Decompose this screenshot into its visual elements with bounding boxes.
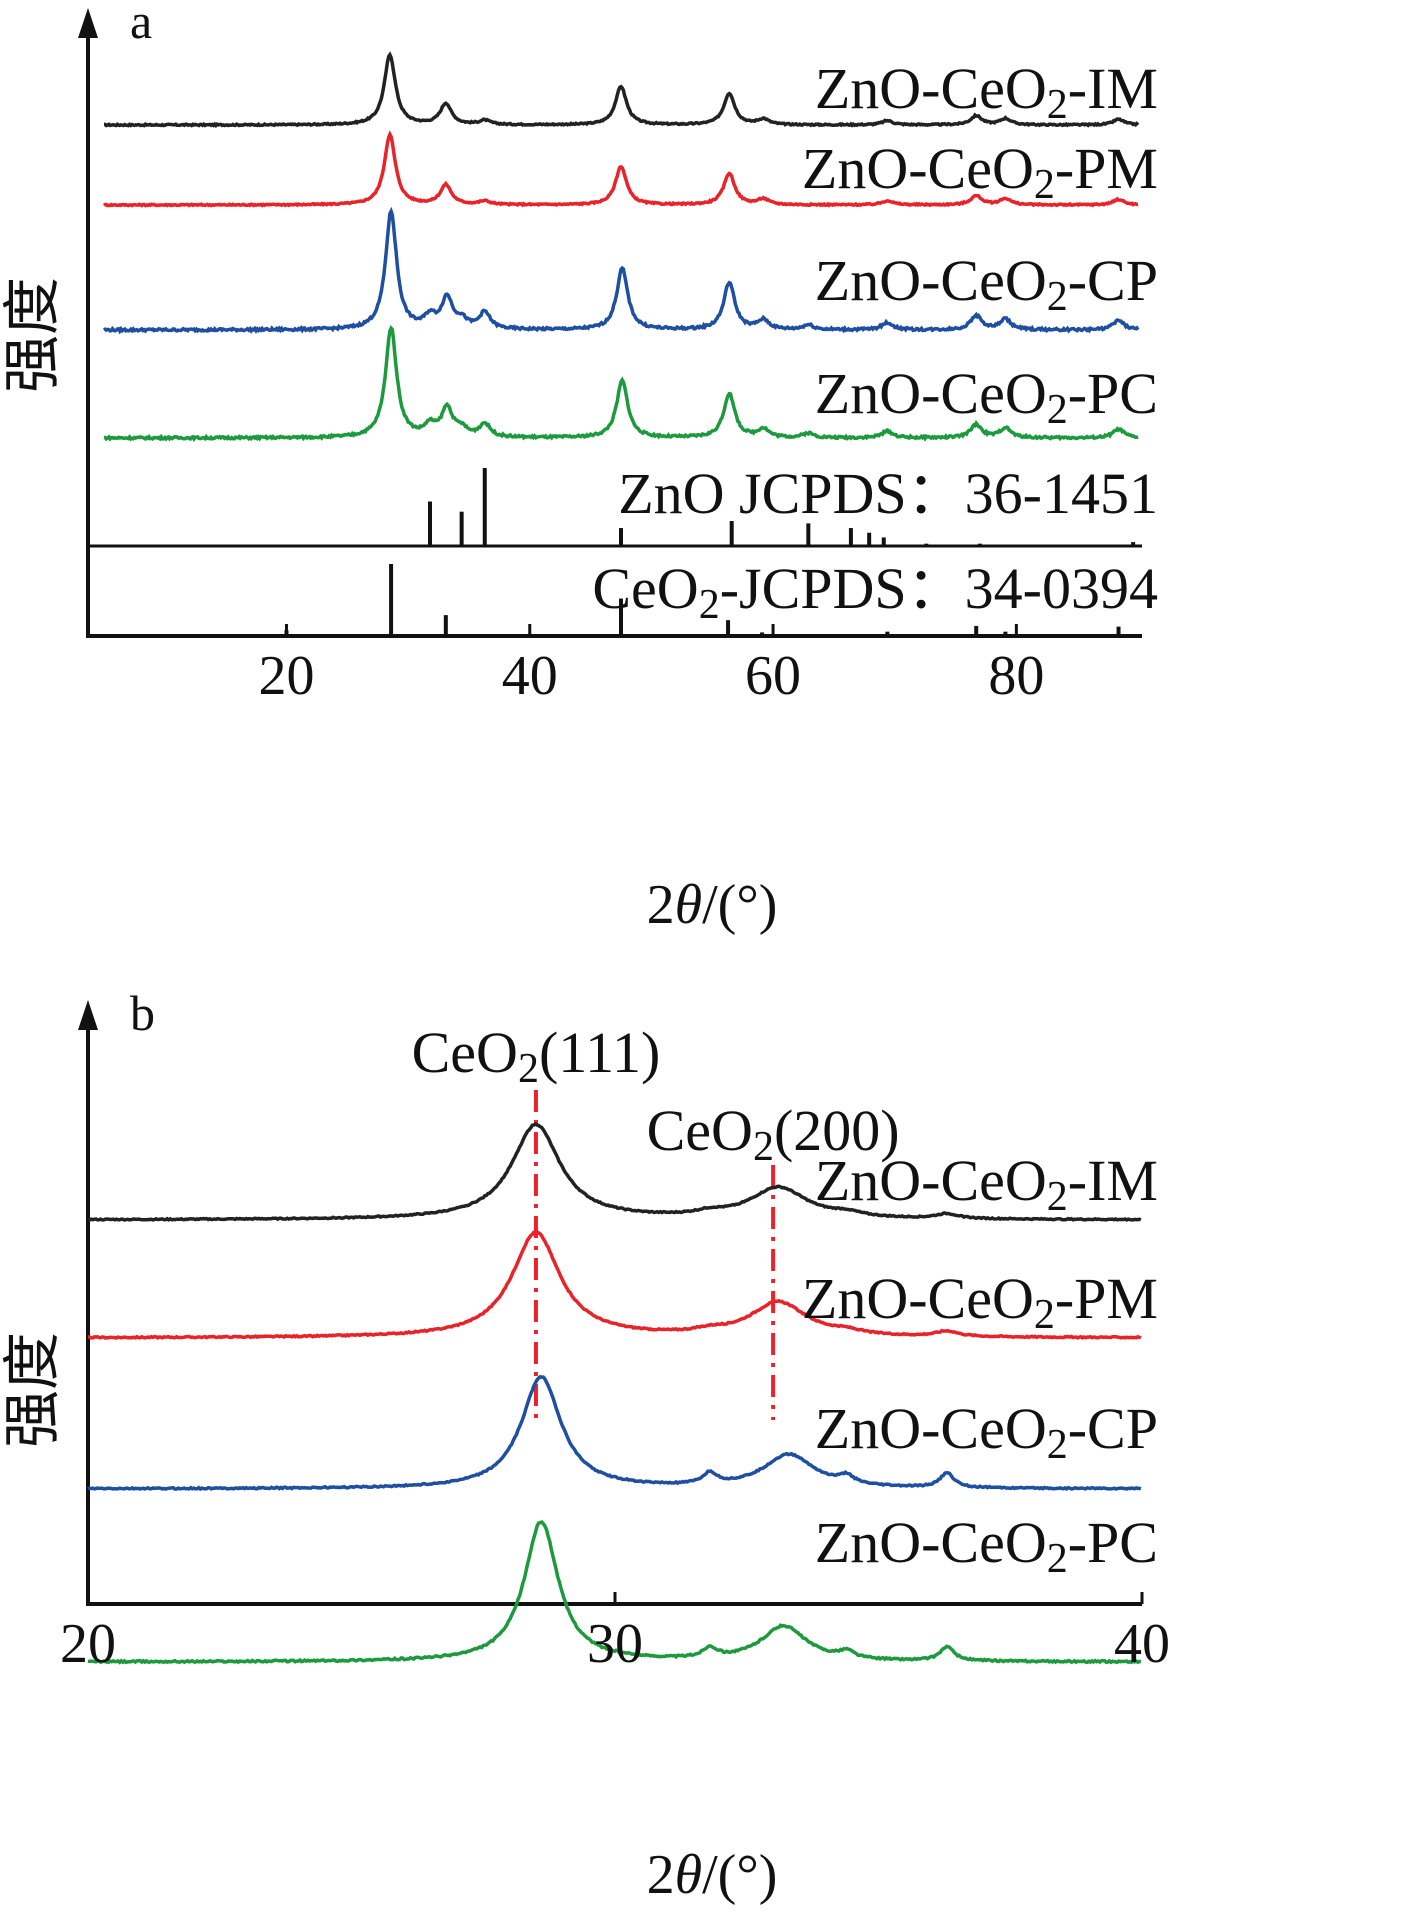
panel-b-x-ticks: 20 30 40 [60,1592,1170,1675]
x-tick-label-60: 60 [745,645,801,707]
series-label-zno-ceo2-pc: ZnO-CeO2-PC [815,361,1158,433]
panel-a-x-ticks: 20 40 60 80 [258,624,1044,707]
panel-a-reference-sticks [88,468,1142,636]
x-tick-label-40: 40 [502,645,558,707]
reference-label-ceo2: CeO2-JCPDS：34-0394 [592,556,1158,628]
reference-label-zno: ZnO JCPDS：36-1451 [618,461,1158,526]
panel-a-x-title: 2θ/(°) [647,874,778,936]
panel-b-letter: b [130,985,155,1041]
series-label-zno-ceo2-im: ZnO-CeO2-IM [815,56,1158,128]
x-tick-label-40: 40 [1114,1613,1170,1675]
panel-a-axes [78,8,1142,638]
panel-a-y-title: 强度 [0,277,65,393]
panel-b: b 20 30 40 ZnO-CeO2-IMZnO-CeO2-PMZnO-CeO2-… [0,985,1170,1906]
series-label-zno-ceo2-im: ZnO-CeO2-IM [815,1148,1158,1220]
x-tick-label-80: 80 [988,645,1044,707]
trace-zno-ceo2-pm [87,1230,1142,1340]
trace-zno-ceo2-im [104,51,1140,129]
panel-a-series-labels: ZnO-CeO2-IM ZnO-CeO2-PM ZnO-CeO2-CP ZnO-CeO… [592,56,1158,628]
trace-zno-ceo2-pm [102,130,1139,208]
series-label-zno-ceo2-cp: ZnO-CeO2-CP [815,248,1158,320]
trace-zno-ceo2-im [87,1122,1142,1223]
panel-b-y-axis-arrow [78,1000,98,1030]
series-label-zno-ceo2-pm: ZnO-CeO2-PM [802,136,1158,208]
trace-zno-ceo2-pc [87,1520,1142,1665]
x-tick-label-20: 20 [258,645,314,707]
trace-zno-ceo2-cp [102,206,1140,335]
series-label-zno-ceo2-pm: ZnO-CeO2-PM [802,1266,1158,1338]
x-tick-label-30: 30 [587,1613,643,1675]
panel-b-x-title: 2θ/(°) [647,1844,778,1906]
annotation-ceo2-200: CeO2(200) [647,1098,900,1170]
series-label-zno-ceo2-cp: ZnO-CeO2-CP [815,1396,1158,1468]
trace-zno-ceo2-pc [103,324,1139,443]
panel-a-letter: a [130,0,152,49]
panel-b-series-labels: ZnO-CeO2-IM ZnO-CeO2-PM ZnO-CeO2-CP ZnO-CeO… [802,1148,1158,1582]
x-tick-label-20: 20 [60,1613,116,1675]
panel-a: a 20 40 60 80 ZnO-CeO2-IMZnO-CeO2-PMZnO-CeO… [0,0,1158,936]
panel-a-y-axis-arrow [78,8,98,38]
panel-b-traces [87,1122,1142,1665]
panel-b-annotations: CeO2(111)CeO2(200) [412,1020,900,1170]
series-label-zno-ceo2-pc: ZnO-CeO2-PC [815,1510,1158,1582]
annotation-ceo2-111: CeO2(111) [412,1020,661,1092]
panel-a-traces [102,51,1140,443]
trace-zno-ceo2-cp [87,1374,1142,1492]
panel-b-reference-lines [533,1090,776,1420]
panel-b-y-title: 强度 [0,1332,65,1448]
